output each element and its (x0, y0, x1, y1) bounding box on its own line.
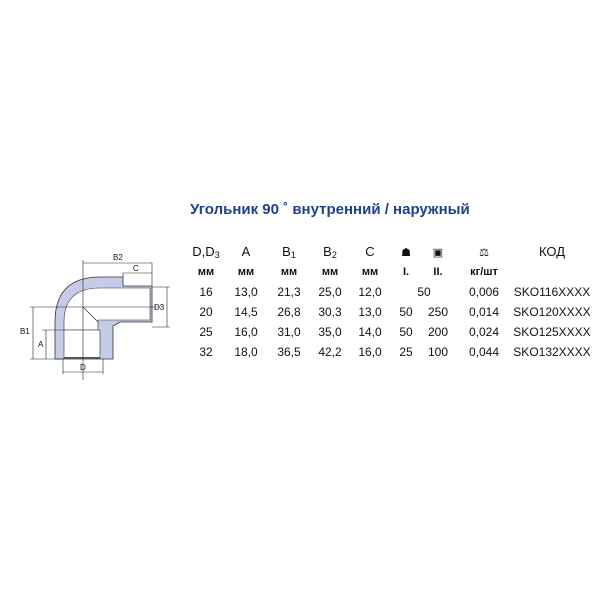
table-cell: 13,0 (234, 285, 258, 299)
table-cell: 16 (199, 285, 213, 299)
table-cell: 100 (427, 345, 449, 359)
table-cell: 18,0 (234, 345, 258, 359)
table-cell: 32 (199, 345, 213, 359)
label-c: C (133, 264, 139, 273)
table-cell: 13,0 (358, 305, 382, 319)
box-icon: ▣ (432, 247, 444, 259)
table-cell: 50 (417, 285, 431, 299)
table-cell: 50 (399, 325, 413, 339)
column-unit: I. (402, 266, 410, 278)
page-title: Угольник 90 ˚ внутренний / наружный (190, 201, 470, 218)
table-cell: 25 (399, 345, 413, 359)
column-header: ☗ (401, 244, 411, 259)
table-cell: SKO132XXXX (513, 345, 591, 359)
table-cell: 25 (199, 325, 213, 339)
column-unit: мм (237, 266, 255, 278)
table-cell: 0,006 (468, 285, 500, 299)
table-cell: 25,0 (318, 285, 342, 299)
column-unit: II. (433, 266, 443, 278)
label-d: D (80, 363, 86, 372)
column-header: КОД (538, 244, 566, 259)
column-unit: мм (280, 266, 298, 278)
label-b2: B2 (113, 253, 123, 262)
table-cell: SKO125XXXX (513, 325, 591, 339)
table-cell: 12,0 (358, 285, 382, 299)
column-header: B2 (323, 244, 337, 260)
column-header: ▣ (433, 244, 443, 259)
table-cell: 35,0 (318, 325, 342, 339)
fitting-bore (63, 287, 151, 331)
label-d3: D3 (154, 303, 165, 312)
table-cell: 0,014 (468, 305, 500, 319)
column-header: A (241, 244, 251, 259)
column-header: ⚖ (479, 244, 489, 259)
column-unit: мм (361, 266, 379, 278)
table-cell: 14,5 (234, 305, 258, 319)
table-cell: SKO120XXXX (513, 305, 591, 319)
table-cell: 200 (427, 325, 449, 339)
column-unit: кг/шт (470, 266, 498, 278)
table-cell: 250 (427, 305, 449, 319)
scales-icon: ⚖ (479, 247, 489, 259)
column-header: D,D3 (192, 244, 220, 260)
table-cell: 14,0 (358, 325, 382, 339)
column-unit: мм (321, 266, 339, 278)
label-a: A (38, 340, 44, 349)
table-cell: 16,0 (358, 345, 382, 359)
table-cell: 31,0 (277, 325, 301, 339)
table-cell: 50 (399, 305, 413, 319)
table-cell: 0,024 (468, 325, 500, 339)
column-header: B1 (282, 244, 296, 260)
column-unit: мм (197, 266, 215, 278)
table-cell: 0,044 (468, 345, 500, 359)
table-cell: 20 (199, 305, 213, 319)
package-icon: ☗ (401, 247, 411, 259)
table-cell: 30,3 (318, 305, 342, 319)
table-cell: 21,3 (277, 285, 301, 299)
table-cell: 42,2 (318, 345, 342, 359)
table-cell: 36,5 (277, 345, 301, 359)
column-header: C (365, 244, 375, 259)
table-cell: SKO116XXXX (513, 285, 591, 299)
table-cell: 16,0 (234, 325, 258, 339)
label-b1: B1 (20, 327, 30, 336)
table-cell: 26,8 (277, 305, 301, 319)
socket (63, 329, 101, 359)
